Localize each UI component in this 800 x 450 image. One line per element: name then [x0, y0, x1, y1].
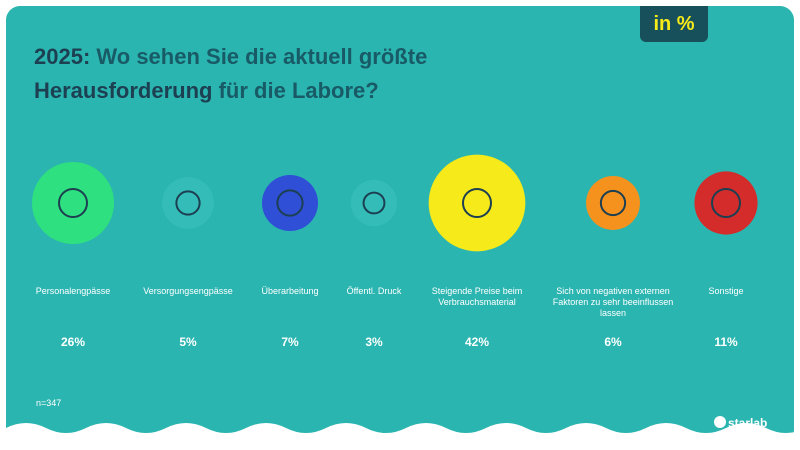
unit-badge: in % — [640, 6, 708, 42]
bubble-icon — [711, 188, 741, 218]
bubble-icon — [599, 189, 627, 217]
title-part: Wo sehen Sie die aktuell größte — [96, 44, 428, 69]
bubble-icon — [276, 189, 304, 217]
category-label: Überarbeitung — [261, 286, 319, 296]
title-part: Herausforderung — [34, 78, 213, 103]
value-label: 5% — [179, 335, 197, 349]
category-label: Öffentl. Druck — [346, 286, 402, 296]
category-label: Sonstige — [708, 286, 744, 296]
sample-note: n=347 — [36, 398, 62, 408]
category-label: Personalengpässe — [35, 286, 111, 296]
bubble — [31, 161, 115, 245]
category-label: Versorgungsengpässe — [143, 286, 233, 296]
value-label: 26% — [60, 335, 86, 349]
chart-title: 2025: Wo sehen Sie die aktuell größte He… — [34, 40, 504, 108]
bubble — [350, 179, 398, 227]
title-part: 2025: — [34, 44, 91, 69]
value-label: 42% — [464, 335, 490, 349]
value-label: 3% — [365, 335, 383, 349]
value-label: 11% — [714, 335, 738, 349]
card — [6, 6, 794, 444]
bubble-icon — [58, 188, 88, 218]
wave-decoration — [0, 423, 800, 450]
value-label: 6% — [604, 335, 622, 349]
category-label: Sich von negativen externen Faktoren zu … — [552, 286, 674, 318]
bubble — [694, 171, 758, 235]
value-label: 7% — [281, 335, 299, 349]
bubble-icon — [362, 191, 386, 215]
brand-logo — [714, 416, 726, 428]
brand-name: starlab — [728, 416, 768, 430]
bubble-icon — [462, 188, 492, 218]
bubble — [586, 176, 640, 230]
bubble — [162, 177, 214, 229]
bubble — [261, 174, 319, 232]
bubble-icon — [175, 190, 201, 216]
category-label: Steigende Preise beim Verbrauchsmaterial — [431, 286, 523, 307]
bubble — [428, 154, 526, 252]
title-part: für die Labore? — [218, 78, 379, 103]
